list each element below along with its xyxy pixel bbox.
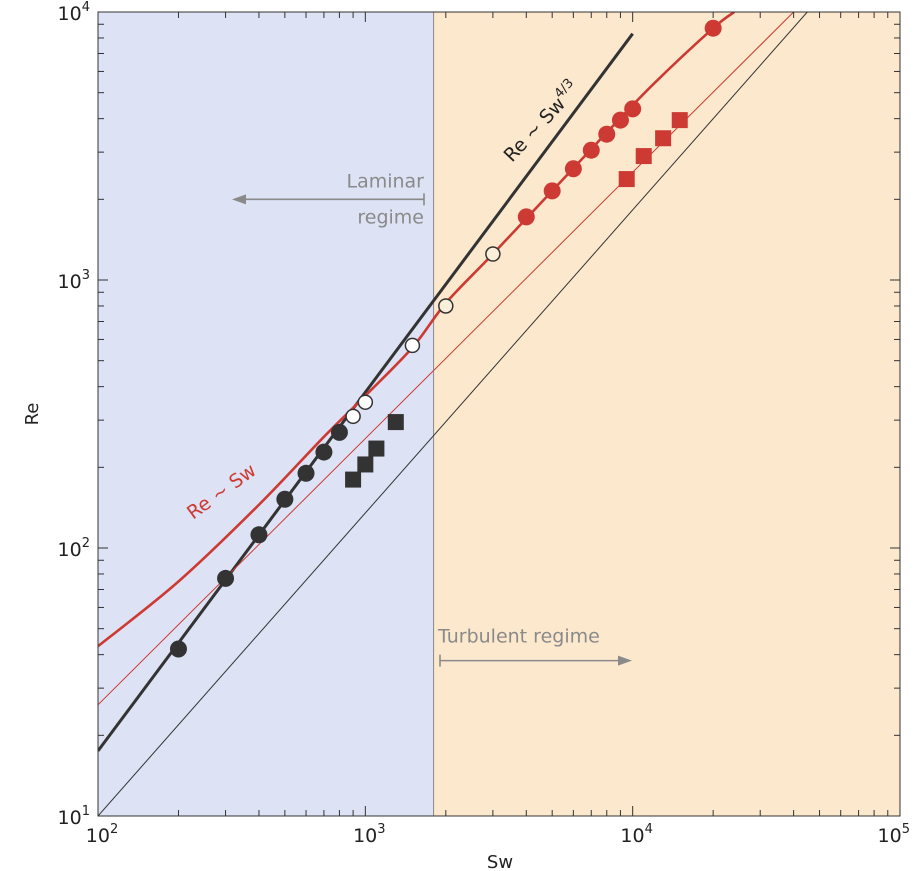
y-tick-label-base: 10 (58, 271, 82, 293)
filled-circle-marker (611, 111, 629, 129)
turbulent-regime-annotation: Turbulent regime (437, 626, 632, 667)
data-markers (169, 19, 722, 658)
filled-circle-marker (517, 208, 535, 226)
regime-label: regime (357, 206, 424, 228)
filled-circle-marker (624, 100, 642, 118)
x-tick-label-exponent: 3 (377, 822, 385, 837)
y-tick-label-exponent: 1 (82, 804, 90, 819)
open-circle-marker (357, 394, 374, 410)
region-laminar (98, 12, 434, 816)
y-tick-label-exponent: 4 (82, 0, 90, 15)
filled-circle-marker (704, 19, 722, 37)
x-tick-label-exponent: 5 (902, 822, 910, 837)
filled-circle-marker (276, 490, 294, 508)
filled-circle-marker (169, 640, 187, 658)
laminar-label: Laminar (346, 170, 424, 192)
y-tick-label: 104 (58, 0, 90, 25)
filled-circle-marker (543, 182, 561, 200)
y-tick-label-base: 10 (58, 539, 82, 561)
filled-circle-marker (217, 569, 235, 587)
open-circle-marker (485, 246, 501, 262)
axis-ticks (98, 12, 900, 816)
x-tick-label-base: 10 (878, 825, 902, 847)
x-tick-label-exponent: 4 (645, 822, 653, 837)
y-tick-label: 102 (58, 536, 90, 561)
y-tick-label-exponent: 3 (82, 268, 90, 283)
filled-square-marker (618, 171, 635, 188)
open-circle-marker (438, 298, 454, 314)
y-tick-label-exponent: 2 (82, 536, 90, 551)
filled-circle-marker (582, 141, 600, 159)
line-black-thick (98, 32, 634, 752)
turbulent-arrow-right-icon (618, 655, 632, 666)
x-tick-label: 105 (878, 822, 910, 847)
x-tick-label: 102 (86, 822, 118, 847)
filled-circle-marker (598, 125, 616, 143)
x-tick-label: 104 (620, 822, 652, 847)
laminar-regime-annotation: Laminar regime (232, 170, 425, 228)
y-tick-label: 103 (58, 268, 90, 293)
y-tick-label-base: 10 (58, 807, 82, 829)
y-tick-label: 101 (58, 804, 90, 829)
y-tick-label-base: 10 (58, 3, 82, 25)
regime-backgrounds (98, 12, 900, 816)
filled-square-marker (655, 130, 672, 147)
y-axis-label: Re (22, 403, 43, 426)
x-axis-label: Sw (487, 852, 513, 871)
filled-square-marker (671, 112, 688, 129)
filled-square-marker (635, 148, 652, 165)
filled-square-marker (368, 440, 385, 457)
x-tick-label-base: 10 (353, 825, 377, 847)
x-tick-label-base: 10 (620, 825, 644, 847)
x-tick-label-exponent: 2 (110, 822, 118, 837)
filled-circle-marker (315, 443, 333, 461)
filled-square-marker (387, 414, 404, 431)
x-tick-label-base: 10 (86, 825, 110, 847)
open-circle-marker (404, 337, 421, 354)
plot-frame (97, 11, 901, 817)
laminar-arrow-left-icon (232, 194, 246, 205)
filled-circle-marker (564, 160, 582, 178)
x-tick-label: 103 (353, 822, 385, 847)
filled-square-marker (357, 456, 374, 473)
turbulent-regime-label: Turbulent regime (437, 626, 600, 648)
filled-circle-marker (297, 464, 315, 482)
open-circle-marker (345, 408, 361, 425)
line-black-thin (98, 12, 808, 816)
filled-circle-marker (250, 526, 268, 544)
filled-circle-marker (330, 423, 348, 441)
filled-square-marker (345, 471, 362, 488)
